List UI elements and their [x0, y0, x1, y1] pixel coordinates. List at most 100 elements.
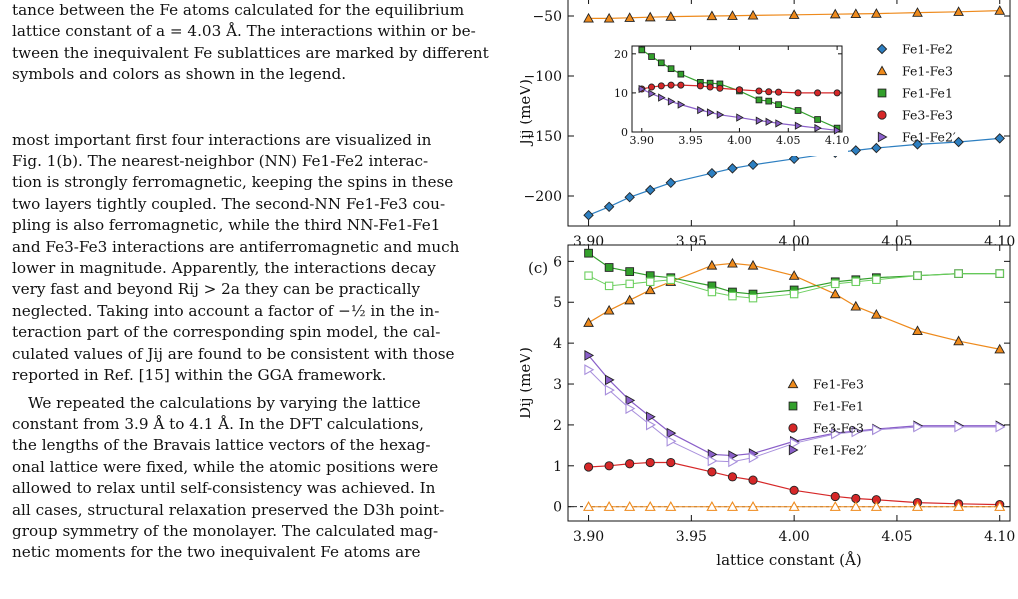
data-point	[603, 500, 615, 511]
data-point	[728, 291, 737, 301]
data-point	[755, 116, 764, 125]
data-point	[775, 88, 783, 96]
data-point	[696, 82, 704, 90]
body-line: tion is strongly ferromagnetic, keeping …	[12, 173, 454, 192]
data-point	[707, 448, 718, 460]
data-point	[831, 428, 841, 440]
data-point	[871, 308, 882, 319]
data-point	[604, 263, 614, 272]
paragraph-gap	[12, 86, 512, 130]
y-tick-label: 5	[553, 295, 562, 311]
data-point	[747, 9, 759, 20]
data-point	[913, 421, 924, 433]
data-point	[953, 500, 965, 511]
data-point	[912, 325, 923, 335]
data-point	[789, 289, 799, 299]
data-point	[870, 500, 882, 511]
body-line: allowed to relax until self-consistency …	[12, 479, 436, 498]
data-point	[644, 500, 656, 511]
x-tick-label: 4.00	[779, 529, 810, 545]
data-point	[953, 136, 964, 148]
data-point	[604, 374, 615, 386]
figure-svg: 3.90 3.95 4.00 4.05 4.10 −50 −100 −150 −200 Jij (…	[516, 0, 1015, 569]
y-axis-label: Dij (meV)	[520, 347, 534, 419]
body-line: two layers tightly coupled. The second-N…	[12, 194, 446, 213]
body-line: and Fe3-Fe3 interactions are antiferroma…	[12, 237, 460, 256]
y-tick-label: −50	[532, 9, 562, 25]
data-point	[727, 257, 738, 268]
legend-marker	[788, 423, 798, 433]
data-point	[747, 500, 759, 511]
y-tick-label: 20	[614, 48, 628, 61]
x-tick-label: 3.95	[676, 529, 707, 545]
data-point	[748, 452, 759, 464]
legend-label: Fe1-Fe3	[813, 377, 864, 392]
data-point	[850, 145, 862, 156]
data-point	[911, 500, 924, 511]
data-point	[829, 288, 841, 299]
data-point	[765, 88, 773, 96]
legend-c: Fe1-Fe3 Fe1-Fe1 Fe3-Fe3 Fe1-Fe2′	[787, 377, 867, 458]
data-point	[706, 10, 718, 21]
data-point	[995, 421, 1006, 433]
y-tick-label: 10	[614, 87, 628, 100]
legend-label: Fe1-Fe3	[902, 64, 953, 79]
data-point	[788, 270, 800, 280]
data-point	[871, 8, 882, 18]
data-point	[666, 435, 677, 447]
data-point	[644, 184, 656, 196]
data-point	[677, 70, 685, 78]
y-tick-label: −150	[524, 129, 562, 145]
body-line: the lengths of the Bravais lattice vecto…	[12, 436, 431, 455]
data-point	[954, 421, 965, 433]
legend-marker	[876, 65, 888, 76]
x-tick-label: 4.05	[776, 134, 801, 147]
data-point	[953, 335, 964, 346]
data-point	[644, 11, 656, 22]
caption-line: symbols and colors as shown in the legen…	[12, 65, 347, 84]
body-line: very fast and beyond Rij > 2a they can b…	[12, 280, 421, 299]
x-axis-label: lattice constant (Å)	[716, 551, 861, 569]
data-point	[604, 384, 615, 396]
legend-marker	[876, 43, 888, 55]
data-point	[624, 12, 636, 22]
data-point	[707, 287, 717, 297]
data-point	[707, 467, 717, 477]
data-point	[583, 12, 594, 23]
data-point	[645, 457, 655, 468]
data-point	[851, 426, 862, 438]
data-point	[829, 500, 841, 511]
data-point	[666, 427, 677, 439]
data-point	[755, 87, 763, 95]
chart-inset: 3.90 3.95 4.00 4.05 4.10 0 10 20	[614, 45, 849, 147]
data-point	[833, 126, 842, 135]
data-point	[850, 500, 862, 511]
y-tick-label: −200	[524, 189, 562, 205]
data-point	[954, 269, 963, 278]
data-point	[667, 97, 676, 106]
data-point	[583, 500, 595, 511]
x-tick-label: 4.00	[727, 134, 752, 147]
caption-tail: tance between the Fe atoms calculated fo…	[12, 0, 512, 86]
y-tick-label: 0	[621, 126, 628, 139]
data-point	[665, 11, 677, 21]
data-point	[648, 89, 656, 98]
data-point	[584, 248, 593, 258]
body-line: constant from 3.9 Å to 4.1 Å. In the DFT…	[12, 414, 424, 433]
body-line: most important first four interactions a…	[12, 130, 432, 149]
data-point	[747, 259, 759, 270]
data-point	[706, 83, 714, 91]
y-axis-label: Jij (meV)	[520, 79, 534, 147]
paragraph-2: We repeated the calculations by varying …	[12, 393, 512, 564]
data-point	[726, 500, 738, 511]
data-point	[666, 457, 676, 468]
body-line: We repeated the calculations by varying …	[28, 393, 421, 412]
data-point	[755, 96, 763, 104]
data-point	[625, 459, 635, 469]
data-point	[667, 81, 675, 89]
body-line: pling is also ferromagnetic, while the t…	[12, 216, 441, 235]
data-point	[648, 83, 656, 91]
data-point	[665, 500, 677, 511]
y-tick-label: 3	[553, 377, 562, 393]
data-point	[994, 343, 1006, 354]
